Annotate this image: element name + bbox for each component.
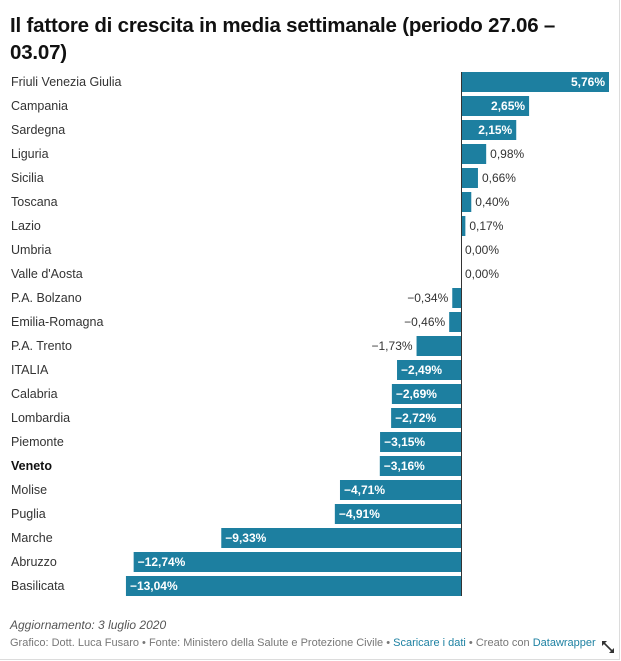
bar: [380, 432, 461, 452]
bar-row: Liguria 0,98%: [11, 144, 525, 164]
value-label: −3,16%: [384, 459, 425, 473]
category-label: ITALIA: [11, 363, 49, 377]
bar: [461, 192, 472, 212]
bar: [461, 96, 530, 116]
bar-row: Lombardia −2,72%: [11, 408, 461, 428]
bar: [379, 456, 461, 476]
category-label: Abruzzo: [11, 555, 57, 569]
category-label: Sardegna: [11, 123, 65, 137]
bar-row: Sardegna 2,15%: [11, 120, 517, 140]
bar-row: Basilicata −13,04%: [11, 576, 461, 596]
value-label: 0,17%: [469, 219, 503, 233]
datawrapper-link[interactable]: Datawrapper: [532, 637, 596, 649]
bar-row: Lazio 0,17%: [11, 216, 504, 236]
bar-row: Sicilia 0,66%: [11, 168, 516, 188]
category-label: Toscana: [11, 195, 58, 209]
category-label: Sicilia: [11, 171, 44, 185]
value-label: −4,71%: [344, 483, 385, 497]
category-label: Friuli Venezia Giulia: [11, 75, 122, 89]
category-label: Molise: [11, 483, 47, 497]
bar: [391, 408, 461, 428]
value-label: −3,15%: [384, 435, 425, 449]
bar-row: ITALIA −2,49%: [11, 360, 461, 380]
bar-row: Marche −9,33%: [11, 528, 461, 548]
bar-row: Emilia-Romagna −0,46%: [11, 312, 461, 332]
category-label: Puglia: [11, 507, 46, 521]
value-label: 5,76%: [571, 75, 605, 89]
category-label: Piemonte: [11, 435, 64, 449]
category-label: Valle d'Aosta: [11, 267, 83, 281]
value-label: −12,74%: [138, 555, 186, 569]
expand-arrows-icon[interactable]: [601, 640, 615, 654]
value-label: −13,04%: [130, 579, 178, 593]
footer-created-with: • Creato con: [465, 637, 533, 649]
bar: [449, 312, 461, 332]
bar: [461, 168, 478, 188]
bar: [461, 216, 466, 236]
value-label: 2,65%: [491, 99, 525, 113]
value-label: 0,66%: [482, 171, 516, 185]
bar-row: Calabria −2,69%: [11, 384, 461, 404]
category-label: Lombardia: [11, 411, 70, 425]
category-label: P.A. Trento: [11, 339, 72, 353]
bar-chart: Friuli Venezia Giulia 5,76% Campania 2,65% S…: [11, 72, 609, 596]
category-label: Emilia-Romagna: [11, 315, 103, 329]
bar-row: Piemonte −3,15%: [11, 432, 461, 452]
bar-row: Toscana 0,40%: [11, 192, 510, 212]
bar-rows: Friuli Venezia Giulia 5,76% Campania 2,65% S…: [11, 72, 609, 596]
bar: [461, 72, 609, 92]
value-label: 0,40%: [475, 195, 509, 209]
bar: [133, 552, 461, 572]
bar-row: Friuli Venezia Giulia 5,76%: [11, 72, 609, 92]
value-label: −2,72%: [395, 411, 436, 425]
bar: [416, 336, 461, 356]
bar-row: Puglia −4,91%: [11, 504, 461, 524]
bar: [461, 120, 517, 140]
download-data-link[interactable]: Scaricare i dati: [393, 637, 466, 649]
bar: [391, 384, 461, 404]
category-label: Umbria: [11, 243, 51, 257]
value-label: 0,98%: [490, 147, 524, 161]
bar-row: Abruzzo −12,74%: [11, 552, 461, 572]
value-label: −2,49%: [401, 363, 442, 377]
category-label: Veneto: [11, 459, 52, 473]
bar-row: Molise −4,71%: [11, 480, 461, 500]
value-label: −0,46%: [404, 315, 445, 329]
bar-row: Valle d'Aosta 0,00%: [11, 267, 499, 281]
value-label: −4,91%: [339, 507, 380, 521]
bar-row: Veneto −3,16%: [11, 456, 461, 476]
value-label: 2,15%: [478, 123, 512, 137]
value-label: 0,00%: [465, 243, 499, 257]
category-label: Campania: [11, 99, 68, 113]
bar-row: P.A. Bolzano −0,34%: [11, 288, 461, 308]
bar: [334, 504, 461, 524]
value-label: −1,73%: [372, 339, 413, 353]
category-label: Calabria: [11, 387, 58, 401]
category-label: Basilicata: [11, 579, 65, 593]
bar: [397, 360, 461, 380]
footer-byline: Grafico: Dott. Luca Fusaro • Fonte: Mini…: [10, 637, 596, 649]
footer-credits: Grafico: Dott. Luca Fusaro • Fonte: Mini…: [10, 637, 394, 649]
update-note: Aggiornamento: 3 luglio 2020: [10, 618, 167, 632]
value-label: −2,69%: [396, 387, 437, 401]
bar: [452, 288, 461, 308]
value-label: −0,34%: [407, 291, 448, 305]
value-label: −9,33%: [225, 531, 266, 545]
bar: [221, 528, 461, 548]
category-label: Liguria: [11, 147, 49, 161]
chart-title: Il fattore di crescita in media settiman…: [10, 14, 556, 64]
bar-row: Campania 2,65%: [11, 96, 530, 116]
category-label: P.A. Bolzano: [11, 291, 82, 305]
bar-row: Umbria 0,00%: [11, 243, 499, 257]
bar: [339, 480, 461, 500]
category-label: Lazio: [11, 219, 41, 233]
bar: [125, 576, 461, 596]
category-label: Marche: [11, 531, 53, 545]
bar: [461, 144, 487, 164]
bar-row: P.A. Trento −1,73%: [11, 336, 461, 356]
value-label: 0,00%: [465, 267, 499, 281]
